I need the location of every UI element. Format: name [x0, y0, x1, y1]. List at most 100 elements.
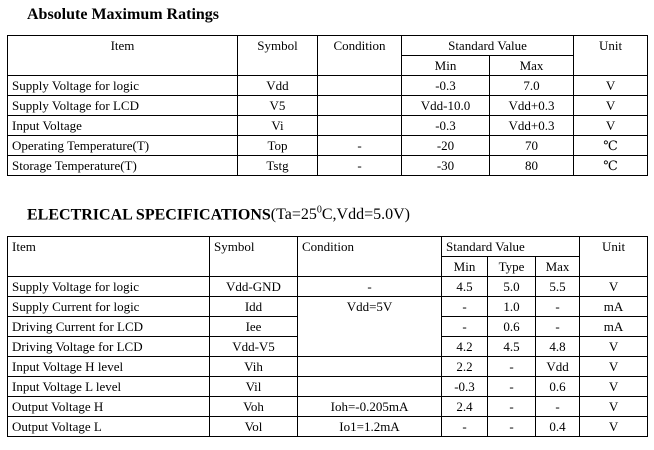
elec-condition: Io1=1.2mA [297, 416, 442, 437]
elec-item: Output Voltage L [7, 416, 210, 437]
abs-symbol: Vdd [237, 75, 318, 96]
elec-max: - [534, 316, 581, 337]
table-row: Input Voltage H level Vih 2.2 - Vdd V [7, 356, 649, 377]
abs-item: Operating Temperature(T) [7, 135, 238, 156]
table-row: Driving Voltage for LCD Vdd-V5 4.2 4.5 4… [7, 336, 649, 357]
elec-title-main: ELECTRICAL SPECIFICATIONS [27, 206, 271, 224]
abs-condition: - [317, 155, 402, 176]
elec-specs-table: Item Symbol Condition Standard Value Uni… [7, 236, 649, 437]
elec-unit: V [579, 376, 649, 397]
elec-typ: - [487, 376, 536, 397]
abs-unit: V [573, 115, 649, 136]
elec-condition-merged: Vdd=5V [297, 296, 442, 357]
elec-typ: 0.6 [487, 316, 536, 337]
abs-max: 7.0 [488, 75, 575, 96]
abs-min: Vdd-10.0 [401, 95, 490, 116]
elec-condition [297, 356, 442, 377]
elec-min: -0.3 [441, 376, 488, 397]
elec-max: - [534, 396, 581, 417]
abs-ratings-table: Item Symbol Condition Standard Value Uni… [7, 35, 649, 176]
abs-condition [317, 115, 402, 136]
abs-min: -30 [401, 155, 490, 176]
elec-typ: 4.5 [487, 336, 536, 357]
abs-item: Supply Voltage for LCD [7, 95, 238, 116]
abs-header-item: Item [7, 35, 238, 76]
table-row: Supply Voltage for LCD V5 Vdd-10.0 Vdd+0… [7, 95, 649, 116]
elec-symbol: Iee [209, 316, 298, 337]
elec-max: 5.5 [534, 276, 581, 297]
abs-item: Input Voltage [7, 115, 238, 136]
elec-max: 0.4 [534, 416, 581, 437]
abs-header-min: Min [401, 55, 490, 76]
elec-unit: mA [579, 296, 649, 317]
elec-header-standard: Standard Value [440, 236, 581, 257]
abs-min: -20 [401, 135, 490, 156]
elec-item: Input Voltage L level [7, 376, 210, 397]
elec-condition: Ioh=-0.205mA [297, 396, 442, 417]
abs-max: 80 [488, 155, 575, 176]
abs-max: Vdd+0.3 [488, 95, 575, 116]
elec-title-degree: 0 [316, 205, 322, 216]
table-row: Input Voltage Vi -0.3 Vdd+0.3 V [7, 115, 649, 136]
elec-min: - [441, 296, 488, 317]
elec-symbol: Voh [209, 396, 298, 417]
abs-min: -0.3 [401, 115, 490, 136]
abs-header-condition: Condition [317, 35, 402, 76]
elec-item: Input Voltage H level [7, 356, 210, 377]
elec-typ: 5.0 [487, 276, 536, 297]
elec-item: Output Voltage H [7, 396, 210, 417]
abs-header-symbol: Symbol [237, 35, 318, 76]
elec-unit: V [579, 396, 649, 417]
table-row: Output Voltage L Vol Io1=1.2mA - - 0.4 V [7, 416, 649, 437]
elec-symbol: Vol [209, 416, 298, 437]
elec-max: - [534, 296, 581, 317]
elec-subheader-row: Min Type Max [8, 256, 648, 277]
elec-symbol: Idd [209, 296, 298, 317]
elec-min: 4.2 [441, 336, 488, 357]
elec-condition: - [297, 276, 442, 297]
elec-unit: V [579, 276, 649, 297]
elec-typ: 1.0 [487, 296, 536, 317]
abs-min: -0.3 [401, 75, 490, 96]
abs-unit: ℃ [573, 135, 649, 156]
table-row: Storage Temperature(T) Tstg - -30 80 ℃ [7, 155, 649, 176]
elec-item: Driving Voltage for LCD [7, 336, 210, 357]
elec-header-row: Item Symbol Condition Standard Value Uni… [7, 236, 649, 277]
elec-title-ta: (Ta=25 [270, 206, 317, 224]
abs-unit: ℃ [573, 155, 649, 176]
elec-title: ELECTRICAL SPECIFICATIONS(Ta=250C,Vdd=5.… [27, 205, 410, 224]
elec-title-conditions: (Ta=250C,Vdd=5.0V) [270, 205, 410, 224]
table-row: Supply Current for logic Idd Vdd=5V - 1.… [7, 296, 649, 357]
elec-item: Driving Current for LCD [7, 316, 210, 337]
elec-max: Vdd [534, 356, 581, 377]
elec-item: Supply Voltage for logic [7, 276, 210, 297]
abs-header-max: Max [488, 55, 575, 76]
elec-min: 2.4 [441, 396, 488, 417]
elec-min: - [441, 416, 488, 437]
abs-symbol: Top [237, 135, 318, 156]
elec-header-condition: Condition [297, 236, 442, 277]
abs-condition: - [317, 135, 402, 156]
elec-min: 2.2 [441, 356, 488, 377]
abs-unit: V [573, 75, 649, 96]
elec-item: Supply Current for logic [7, 296, 210, 317]
elec-max: 0.6 [534, 376, 581, 397]
elec-symbol: Vih [209, 356, 298, 377]
abs-condition [317, 75, 402, 96]
elec-unit: V [579, 416, 649, 437]
elec-min: - [441, 316, 488, 337]
elec-header-max: Max [534, 256, 581, 277]
elec-header-typ: Type [487, 256, 536, 277]
elec-header-item: Item [7, 236, 210, 277]
abs-header-row: Item Symbol Condition Standard Value Uni… [7, 35, 649, 76]
elec-symbol: Vil [209, 376, 298, 397]
elec-symbol: Vdd-V5 [209, 336, 298, 357]
elec-typ: - [487, 356, 536, 377]
elec-unit: mA [579, 316, 649, 337]
elec-typ: - [487, 416, 536, 437]
elec-min: 4.5 [441, 276, 488, 297]
elec-symbol: Vdd-GND [209, 276, 298, 297]
abs-header-standard: Standard Value [400, 35, 575, 56]
abs-header-unit: Unit [573, 35, 649, 76]
table-row: Input Voltage L level Vil -0.3 - 0.6 V [7, 376, 649, 397]
